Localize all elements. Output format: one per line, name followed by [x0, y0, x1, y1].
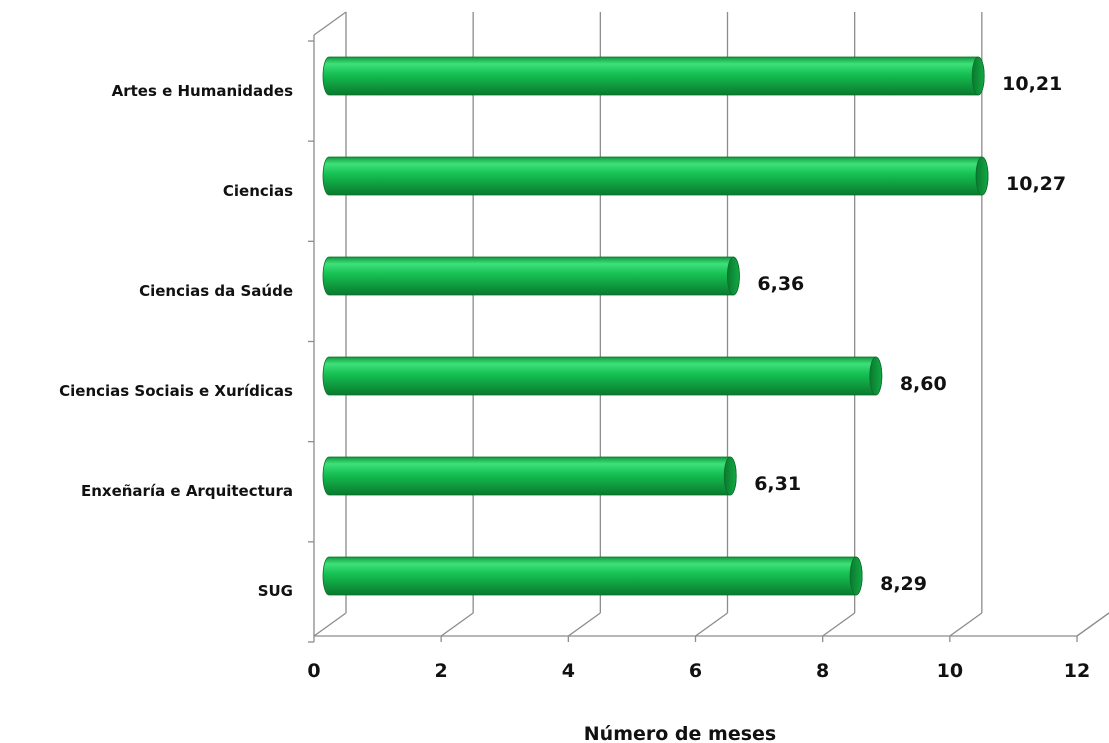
- value-label: 6,31: [754, 473, 801, 495]
- bar: [322, 456, 737, 496]
- value-label: 8,29: [880, 573, 927, 595]
- floor-gridline: [949, 612, 983, 637]
- x-tick-label: 10: [937, 660, 963, 682]
- bar-end-cap: [975, 156, 989, 196]
- bar-end-cap: [726, 256, 740, 296]
- labels: 0 2 4 6 8 10 12 Artes e Humanidades 10,21 Ciencia…: [59, 73, 1090, 682]
- category-label: SUG: [258, 582, 293, 600]
- x-tick-label: 0: [307, 660, 320, 682]
- x-tick-label: 4: [562, 660, 575, 682]
- bar: [322, 356, 883, 396]
- floor-right-edge: [1076, 612, 1109, 637]
- x-tick-label: 12: [1064, 660, 1090, 682]
- x-tick-label: 8: [816, 660, 829, 682]
- value-label: 10,27: [1006, 173, 1066, 195]
- gridlines: [313, 12, 1109, 637]
- value-label: 6,36: [757, 273, 804, 295]
- x-axis-title: Número de meses: [584, 723, 776, 743]
- bar-end-cap: [971, 56, 985, 96]
- bar-end-cap: [869, 356, 883, 396]
- wall-top-edge: [313, 11, 347, 36]
- bar: [322, 256, 740, 296]
- category-label: Artes e Humanidades: [112, 82, 293, 100]
- bar-end-cap: [723, 456, 737, 496]
- category-label: Ciencias Sociais e Xurídicas: [59, 382, 293, 400]
- bar: [322, 56, 985, 96]
- floor-gridline: [567, 612, 601, 637]
- category-label: Ciencias da Saúde: [139, 282, 293, 300]
- category-label: Ciencias: [223, 182, 293, 200]
- value-label: 10,21: [1002, 73, 1062, 95]
- floor-gridline: [440, 612, 474, 637]
- floor-gridline: [695, 612, 728, 637]
- value-label: 8,60: [900, 373, 947, 395]
- bar-end-cap: [849, 556, 863, 596]
- bars: [322, 56, 989, 596]
- bar: [322, 156, 989, 196]
- floor-gridline: [822, 612, 856, 637]
- category-label: Enxeñaría e Arquitectura: [81, 482, 293, 500]
- x-tick-label: 6: [689, 660, 702, 682]
- bar: [322, 556, 863, 596]
- x-tick-label: 2: [435, 660, 448, 682]
- axes: [308, 11, 1109, 643]
- floor-gridline: [313, 612, 347, 637]
